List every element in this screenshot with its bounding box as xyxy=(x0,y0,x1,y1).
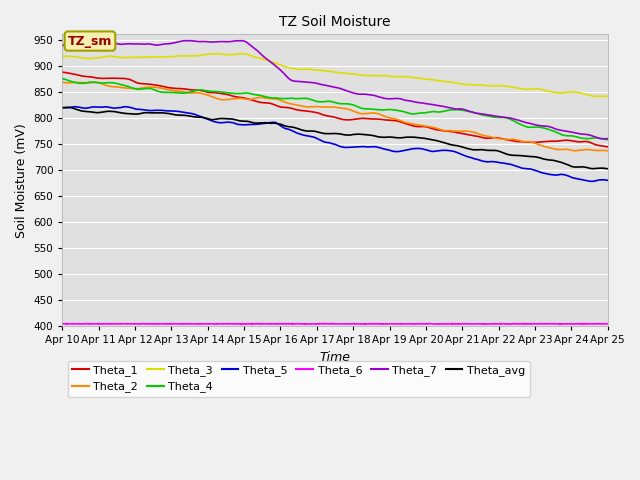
Theta_7 xyxy=(203,39,211,45)
Theta_avg xyxy=(131,111,138,117)
Theta_7 xyxy=(569,130,577,135)
Theta_5 xyxy=(131,106,138,111)
Theta_avg xyxy=(204,116,211,121)
Theta_7 xyxy=(262,55,269,61)
Theta_5 xyxy=(453,150,461,156)
Theta_2 xyxy=(452,128,460,134)
Theta_6 xyxy=(203,321,211,327)
Theta_6 xyxy=(453,321,461,327)
Theta_5 xyxy=(340,144,348,150)
Theta_4 xyxy=(452,107,460,113)
Theta_7 xyxy=(58,43,66,48)
Theta_2 xyxy=(340,106,348,111)
Theta_6 xyxy=(130,321,138,327)
Theta_4 xyxy=(130,85,138,91)
Theta_6 xyxy=(604,321,612,327)
Theta_3 xyxy=(340,71,348,76)
Theta_1 xyxy=(58,69,66,75)
Line: Theta_4: Theta_4 xyxy=(62,79,608,140)
Theta_3 xyxy=(453,80,461,86)
Theta_4 xyxy=(261,94,269,99)
Theta_2 xyxy=(261,95,269,101)
Theta_5 xyxy=(204,116,211,122)
Theta_1 xyxy=(568,138,576,144)
Theta_avg xyxy=(64,105,72,110)
Theta_avg xyxy=(453,143,461,148)
Legend: Theta_1, Theta_2, Theta_3, Theta_4, Theta_5, Theta_6, Theta_7, Theta_avg: Theta_1, Theta_2, Theta_3, Theta_4, Thet… xyxy=(68,360,530,397)
Theta_5 xyxy=(262,120,269,126)
Theta_3 xyxy=(569,89,577,95)
Line: Theta_1: Theta_1 xyxy=(62,72,608,147)
Theta_5 xyxy=(569,175,577,181)
Theta_1 xyxy=(604,144,612,150)
Theta_2 xyxy=(604,148,612,154)
Theta_avg xyxy=(58,105,66,110)
Line: Theta_7: Theta_7 xyxy=(62,41,608,139)
Theta_7 xyxy=(340,87,348,93)
Theta_1 xyxy=(340,117,348,122)
Theta_4 xyxy=(58,76,66,82)
Text: TZ_sm: TZ_sm xyxy=(68,35,112,48)
Theta_4 xyxy=(604,137,612,143)
Theta_avg xyxy=(569,164,577,169)
Theta_7 xyxy=(236,38,244,44)
Theta_5 xyxy=(604,178,612,183)
Theta_4 xyxy=(568,133,576,139)
Theta_avg xyxy=(340,132,348,138)
Line: Theta_3: Theta_3 xyxy=(62,54,608,96)
Theta_6 xyxy=(340,321,348,327)
Theta_2 xyxy=(58,79,66,85)
Theta_1 xyxy=(130,78,138,84)
Theta_1 xyxy=(452,130,460,135)
Theta_1 xyxy=(261,100,269,106)
X-axis label: Time: Time xyxy=(319,351,351,364)
Theta_avg xyxy=(604,166,612,172)
Theta_5 xyxy=(588,179,596,184)
Theta_3 xyxy=(203,51,211,57)
Theta_2 xyxy=(203,92,211,98)
Line: Theta_5: Theta_5 xyxy=(62,107,608,181)
Theta_5 xyxy=(58,105,66,110)
Theta_3 xyxy=(604,94,612,99)
Theta_4 xyxy=(340,101,348,107)
Theta_2 xyxy=(568,147,576,153)
Theta_3 xyxy=(130,54,138,60)
Theta_2 xyxy=(130,86,138,92)
Theta_6 xyxy=(570,321,577,327)
Theta_4 xyxy=(203,88,211,94)
Theta_6 xyxy=(289,322,296,327)
Theta_7 xyxy=(602,136,609,142)
Title: TZ Soil Moisture: TZ Soil Moisture xyxy=(279,15,391,29)
Theta_7 xyxy=(130,41,138,47)
Theta_6 xyxy=(510,321,518,326)
Theta_6 xyxy=(261,321,269,327)
Theta_6 xyxy=(58,321,66,326)
Theta_1 xyxy=(203,89,211,95)
Theta_avg xyxy=(262,120,269,126)
Y-axis label: Soil Moisture (mV): Soil Moisture (mV) xyxy=(15,123,28,238)
Theta_7 xyxy=(604,136,612,142)
Theta_7 xyxy=(453,106,461,112)
Line: Theta_avg: Theta_avg xyxy=(62,108,608,169)
Line: Theta_2: Theta_2 xyxy=(62,82,608,151)
Theta_3 xyxy=(58,53,66,59)
Theta_3 xyxy=(262,57,269,63)
Theta_3 xyxy=(212,51,220,57)
Theta_5 xyxy=(122,104,129,109)
